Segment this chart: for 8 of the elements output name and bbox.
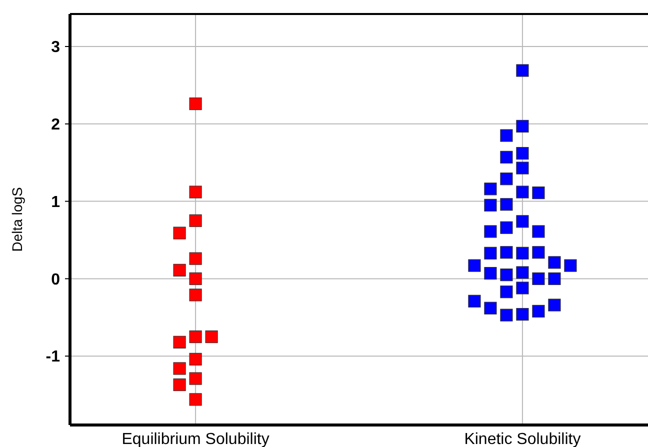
y-tick-label: 2 — [51, 116, 60, 134]
y-tick-label: 1 — [51, 194, 60, 211]
y-axis-title: Delta logS — [9, 187, 25, 252]
y-tick-label: 3 — [51, 39, 60, 56]
y-tick-label: 0 — [51, 271, 60, 288]
x-tick-label: Equilibrium Solubility — [122, 431, 270, 447]
y-tick-label: -1 — [46, 348, 60, 366]
x-tick-label: Kinetic Solubility — [464, 431, 581, 447]
